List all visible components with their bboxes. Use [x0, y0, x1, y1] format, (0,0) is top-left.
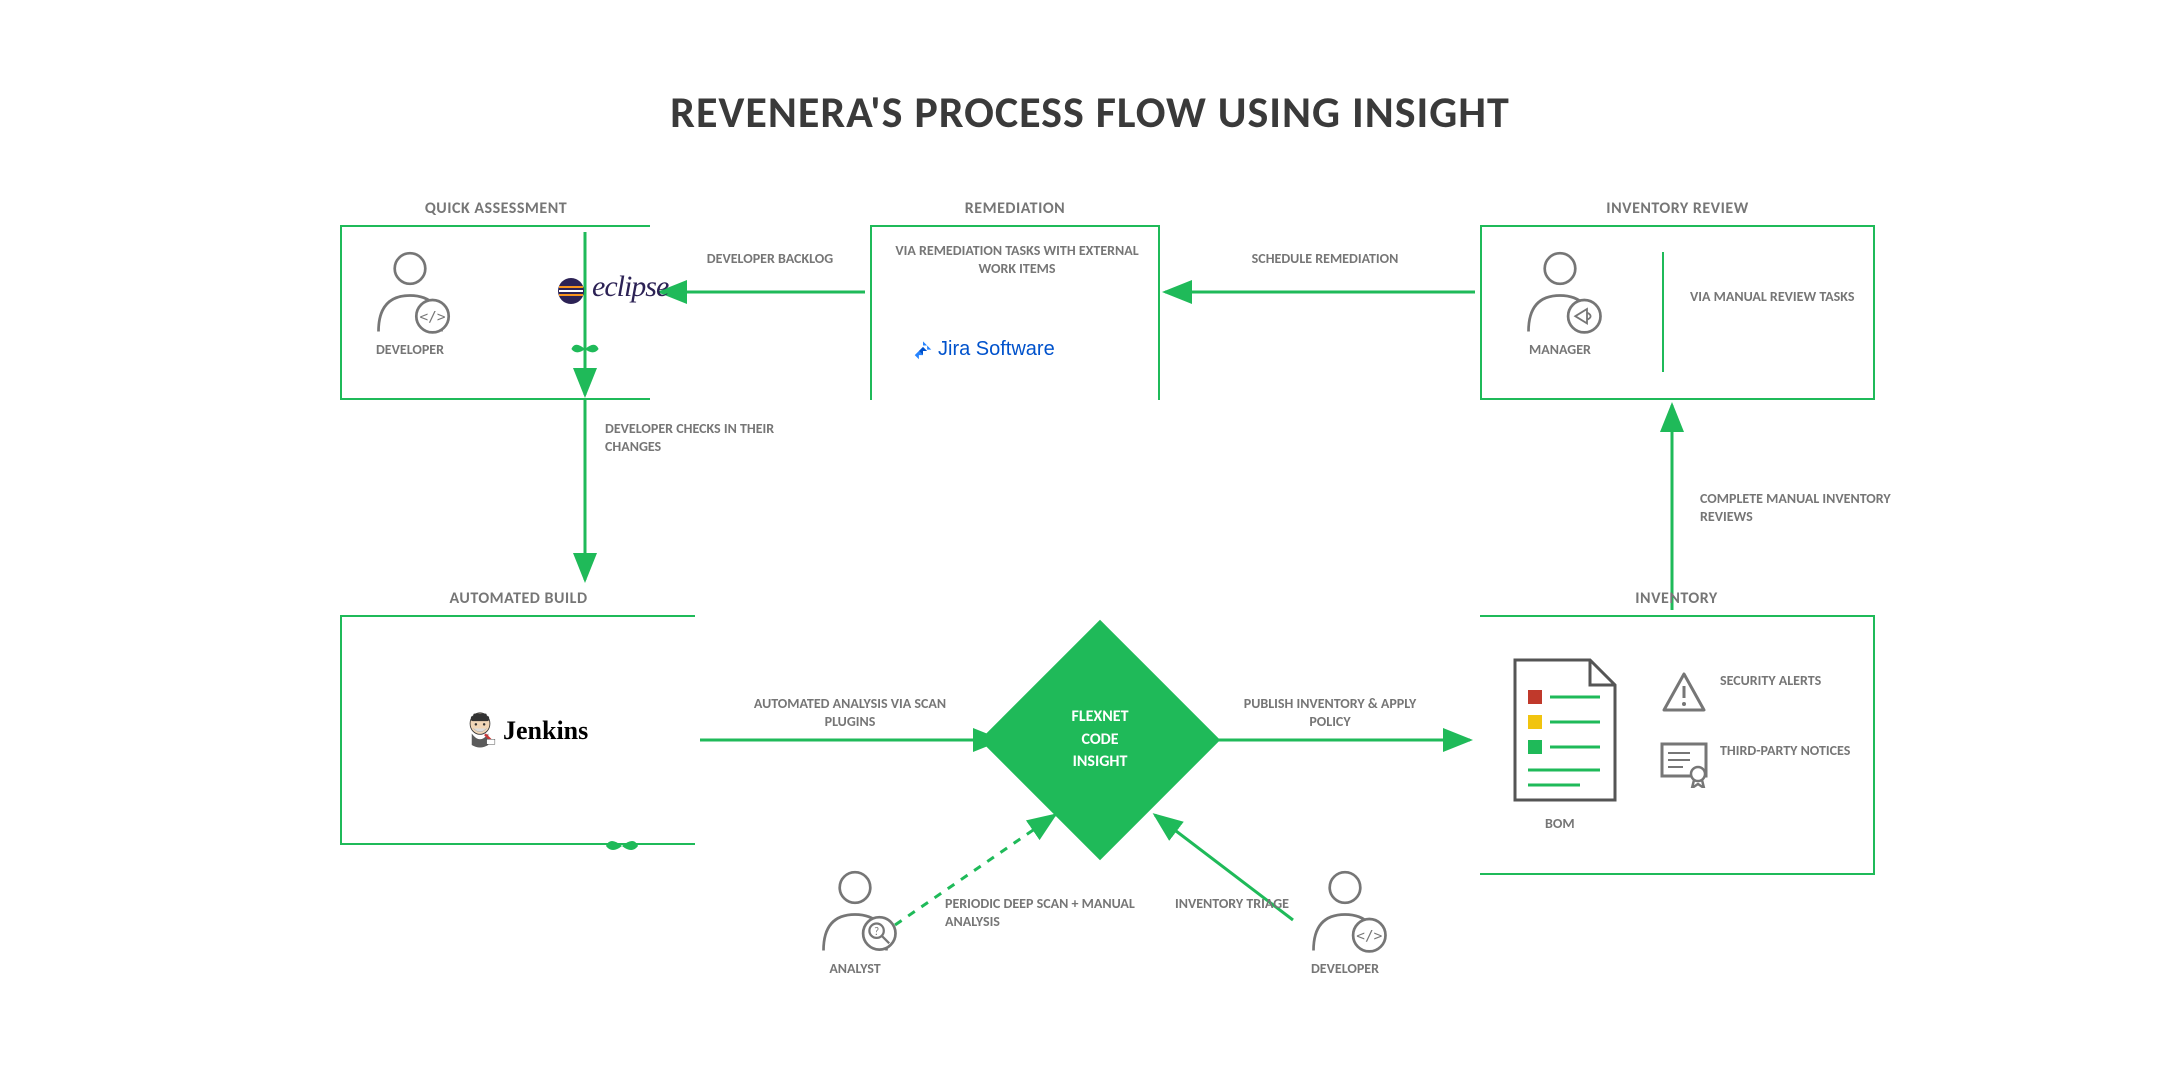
- alert-icon: [1660, 670, 1708, 719]
- eclipse-logo: [555, 275, 587, 307]
- cert-icon: [1658, 740, 1710, 793]
- bom-icon: [1510, 655, 1620, 810]
- label-automated: AUTOMATED ANALYSIS VIA SCAN PLUGINS: [740, 695, 960, 731]
- developer1-label: DEVELOPER: [365, 341, 455, 358]
- analyst-label: ANALYST: [810, 960, 900, 977]
- analyst-person: ? ANALYST: [810, 865, 900, 955]
- manager-person: MANAGER: [1515, 246, 1605, 336]
- box-title-inventory: INVENTORY: [1480, 589, 1873, 608]
- jenkins-logo: [463, 712, 497, 755]
- alerts-label: SECURITY ALERTS: [1720, 672, 1850, 690]
- box-title-quick: QUICK ASSESSMENT: [342, 199, 650, 218]
- ginkgo-icon-2: [602, 826, 642, 866]
- label-periodic: PERIODIC DEEP SCAN + MANUAL ANALYSIS: [945, 895, 1145, 931]
- remediation-text: VIA REMEDIATION TASKS WITH EXTERNAL WORK…: [882, 242, 1152, 278]
- eclipse-text: eclipse: [592, 270, 668, 304]
- box-remediation: REMEDIATION VIA REMEDIATION TASKS WITH E…: [870, 225, 1160, 400]
- bom-label: BOM: [1545, 815, 1575, 833]
- jira-logo: [912, 340, 934, 362]
- label-checkin: DEVELOPER CHECKS IN THEIR CHANGES: [605, 420, 795, 456]
- developer1-person: </> DEVELOPER: [365, 246, 455, 336]
- box-title-build: AUTOMATED BUILD: [342, 589, 695, 608]
- jenkins-text: Jenkins: [503, 716, 588, 746]
- jira-text: Jira Software: [938, 338, 1055, 361]
- svg-text:?: ?: [874, 925, 879, 938]
- review-divider: [1662, 252, 1664, 372]
- diamond-text: FLEXNET CODE INSIGHT: [1072, 706, 1129, 773]
- label-publish: PUBLISH INVENTORY & APPLY POLICY: [1225, 695, 1435, 731]
- label-schedule: SCHEDULE REMEDIATION: [1240, 250, 1410, 268]
- developer2-person: </> DEVELOPER: [1300, 865, 1390, 955]
- box-title-remediation: REMEDIATION: [872, 199, 1158, 218]
- notices-label: THIRD-PARTY NOTICES: [1720, 742, 1860, 760]
- developer2-label: DEVELOPER: [1300, 960, 1390, 977]
- svg-text:</>: </>: [420, 310, 446, 326]
- box-title-review: INVENTORY REVIEW: [1482, 199, 1873, 218]
- flexnet-diamond: FLEXNET CODE INSIGHT: [980, 620, 1220, 860]
- label-devbacklog: DEVELOPER BACKLOG: [695, 250, 845, 268]
- svg-text:</>: </>: [1356, 929, 1382, 945]
- review-text: VIA MANUAL REVIEW TASKS: [1690, 288, 1855, 306]
- ginkgo-icon-1: [568, 332, 602, 366]
- label-complete: COMPLETE MANUAL INVENTORY REVIEWS: [1700, 490, 1900, 526]
- manager-label: MANAGER: [1515, 341, 1605, 358]
- label-triage: INVENTORY TRIAGE: [1175, 895, 1295, 913]
